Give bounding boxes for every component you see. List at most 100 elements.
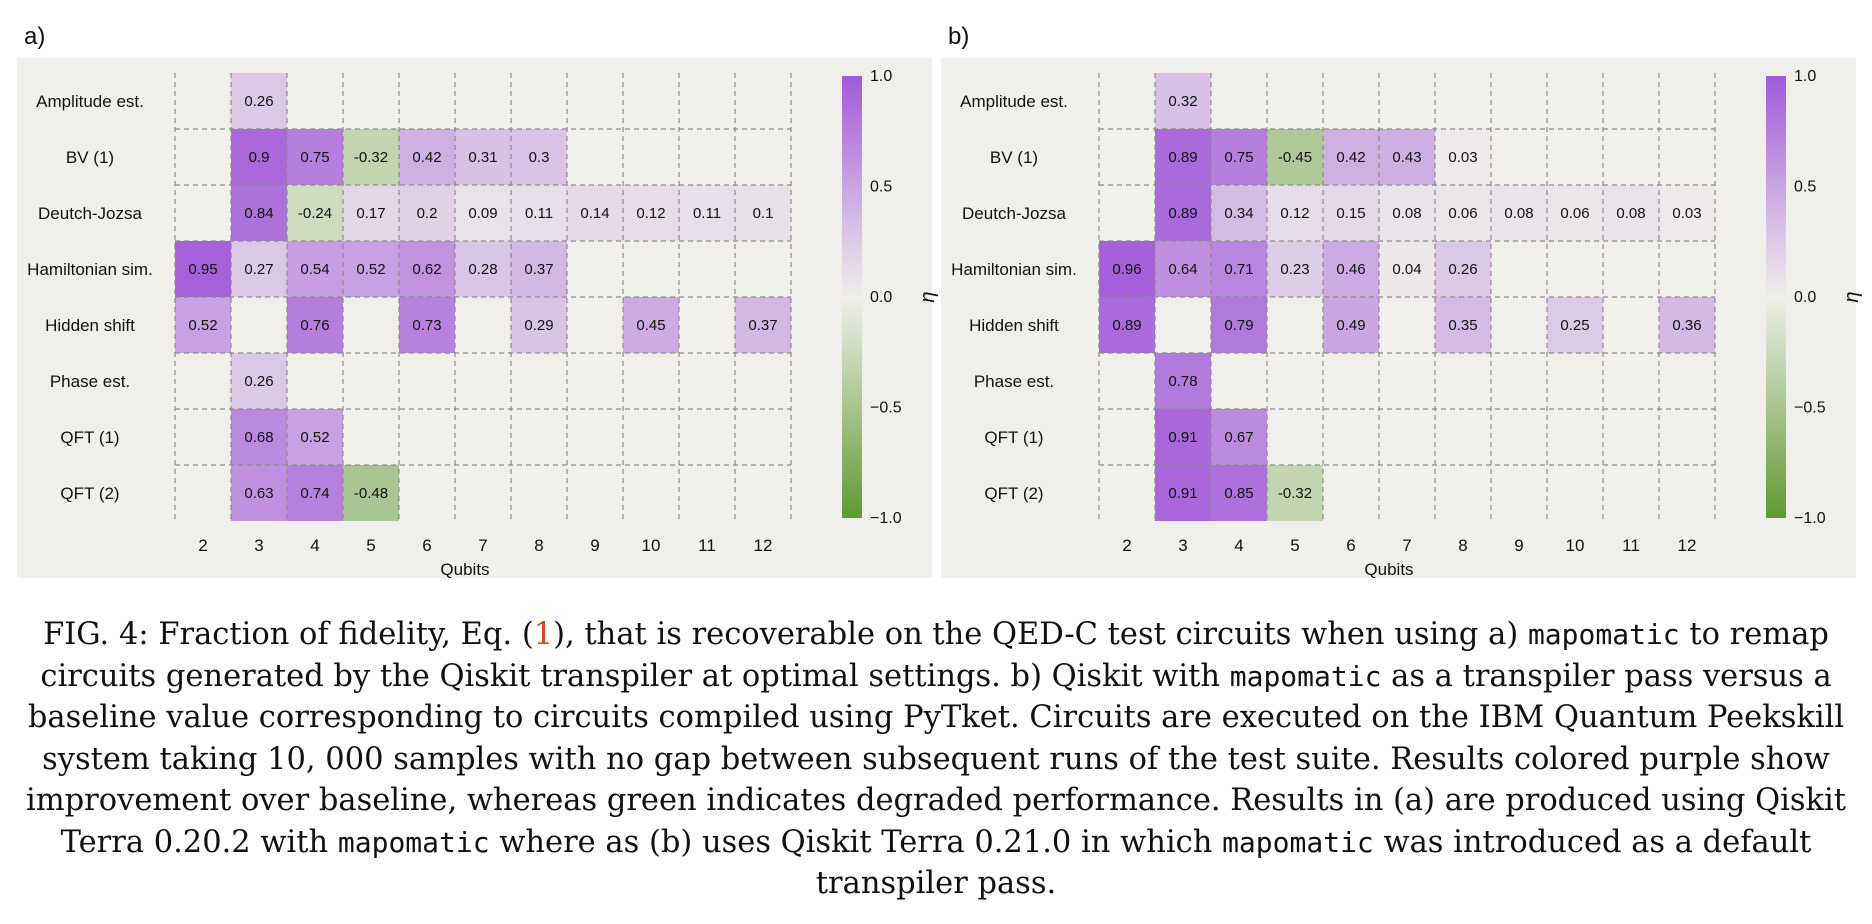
heatmap-cell[interactable] [399,297,455,353]
heatmap-cell[interactable] [287,465,343,521]
y-tick-label: QFT (1) [984,428,1043,447]
heatmap-cell[interactable] [1435,129,1491,185]
heatmap-cell[interactable] [511,185,567,241]
x-tick-label: 5 [366,536,375,555]
x-tick-label: 11 [698,536,716,555]
heatmap-cell[interactable] [1211,297,1267,353]
heatmap-cell[interactable] [455,185,511,241]
heatmap-cell[interactable] [455,241,511,297]
heatmap-cell[interactable] [1155,241,1211,297]
heatmap-cell[interactable] [1211,129,1267,185]
heatmap-cell[interactable] [175,241,231,297]
heatmap-cell[interactable] [1659,297,1715,353]
cell-value-label: 0.79 [1224,317,1253,334]
x-axis-label: Qubits [440,560,489,579]
y-tick-label: BV (1) [66,148,114,167]
heatmap-cell[interactable] [231,129,287,185]
heatmap-cell[interactable] [231,409,287,465]
cell-value-label: 0.9 [249,149,270,166]
cell-value-label: 0.03 [1448,149,1477,166]
heatmap-cell[interactable] [1659,185,1715,241]
heatmap-cell[interactable] [175,297,231,353]
heatmap-cell[interactable] [511,241,567,297]
caption-code-4: mapomatic [1222,825,1374,859]
heatmap-cell[interactable] [1155,73,1211,129]
heatmap-cell[interactable] [287,241,343,297]
heatmap-cell[interactable] [1211,409,1267,465]
heatmap-cell[interactable] [1547,185,1603,241]
heatmap-cell[interactable] [1547,297,1603,353]
heatmap-cell[interactable] [231,185,287,241]
cell-value-label: 0.95 [188,261,217,278]
heatmap-cell[interactable] [1155,129,1211,185]
equation-ref-link[interactable]: 1 [533,617,554,652]
heatmap-cell[interactable] [1155,353,1211,409]
heatmap-cell[interactable] [1267,241,1323,297]
heatmap-cell[interactable] [1379,241,1435,297]
heatmap-cell[interactable] [511,297,567,353]
heatmap-cell[interactable] [1211,185,1267,241]
heatmap-cell[interactable] [1435,185,1491,241]
heatmap-cell[interactable] [1435,241,1491,297]
heatmap-cell[interactable] [287,409,343,465]
y-tick-label: Phase est. [50,372,130,391]
heatmap-cell[interactable] [343,241,399,297]
cell-value-label: 0.17 [356,205,385,222]
heatmap-cell[interactable] [1211,465,1267,521]
heatmap-cell[interactable] [1099,241,1155,297]
heatmap-cell[interactable] [623,297,679,353]
heatmap-cell[interactable] [231,465,287,521]
cell-value-label: 0.45 [636,317,665,334]
cell-value-label: 0.46 [1336,261,1365,278]
heatmap-cell[interactable] [343,465,399,521]
x-tick-label: 8 [1458,536,1467,555]
heatmap-cell[interactable] [1155,409,1211,465]
colorbar [842,76,862,518]
heatmap-cell[interactable] [735,297,791,353]
cell-value-label: 0.37 [748,317,777,334]
heatmap-cell[interactable] [735,185,791,241]
y-tick-label: Deutch-Jozsa [38,204,142,223]
heatmap-cell[interactable] [231,73,287,129]
heatmap-cell[interactable] [343,185,399,241]
heatmap-cell[interactable] [1267,129,1323,185]
heatmap-cell[interactable] [1491,185,1547,241]
heatmap-cell[interactable] [399,185,455,241]
cell-value-label: 0.43 [1392,149,1421,166]
heatmap-cell[interactable] [1155,185,1211,241]
heatmap-cell[interactable] [1155,465,1211,521]
heatmap-cell[interactable] [1323,129,1379,185]
colorbar-tick-label: −0.5 [870,400,902,417]
heatmap-cell[interactable] [1211,241,1267,297]
heatmap-cell[interactable] [1323,297,1379,353]
heatmap-cell[interactable] [1267,185,1323,241]
heatmap-cell[interactable] [1323,185,1379,241]
heatmap-cell[interactable] [455,129,511,185]
heatmap-cell[interactable] [623,185,679,241]
cell-value-label: 0.11 [693,205,721,222]
x-tick-label: 4 [310,536,319,555]
cell-value-label: 0.2 [417,205,438,222]
heatmap-cell[interactable] [287,297,343,353]
heatmap-cell[interactable] [1379,129,1435,185]
caption-code-1: mapomatic [1527,618,1680,651]
heatmap-cell[interactable] [567,185,623,241]
heatmap-cell[interactable] [511,129,567,185]
heatmap-cell[interactable] [231,241,287,297]
heatmap-cell[interactable] [343,129,399,185]
heatmap-cell[interactable] [679,185,735,241]
heatmap-cell[interactable] [399,129,455,185]
heatmap-cell[interactable] [1099,297,1155,353]
panel-label: a) [24,23,45,50]
heatmap-cell[interactable] [1323,241,1379,297]
heatmap-cell[interactable] [287,129,343,185]
cell-value-label: 0.11 [525,205,553,222]
cell-value-label: 0.27 [244,261,273,278]
heatmap-cell[interactable] [287,185,343,241]
heatmap-cell[interactable] [1267,465,1323,521]
heatmap-cell[interactable] [1379,185,1435,241]
heatmap-cell[interactable] [231,353,287,409]
heatmap-cell[interactable] [1603,185,1659,241]
heatmap-cell[interactable] [399,241,455,297]
heatmap-cell[interactable] [1435,297,1491,353]
